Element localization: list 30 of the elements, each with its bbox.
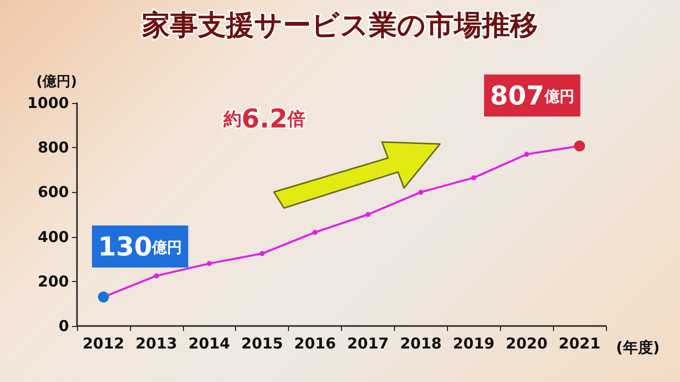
x-tick-label: 2016 bbox=[294, 334, 336, 352]
y-tick-label: 200 bbox=[38, 272, 69, 290]
point bbox=[260, 251, 265, 256]
data-label: 807億円 bbox=[490, 82, 574, 112]
point bbox=[206, 261, 212, 266]
x-tick-label: 2018 bbox=[400, 334, 442, 352]
x-tick-label: 2021 bbox=[558, 334, 600, 352]
x-tick-label: 2017 bbox=[347, 334, 389, 352]
x-tick-label: 2013 bbox=[135, 334, 178, 352]
y-tick-label: 1000 bbox=[27, 94, 69, 112]
x-tick-label: 2012 bbox=[82, 334, 124, 352]
x-tick-label: 2020 bbox=[506, 334, 548, 352]
y-axis-title: (億円) bbox=[36, 73, 77, 90]
annotation: 約6.2倍 bbox=[222, 104, 306, 134]
y-tick-label: 800 bbox=[38, 138, 69, 157]
point bbox=[524, 152, 530, 157]
x-axis-title: (年度) bbox=[616, 338, 660, 356]
x-tick-label: 2019 bbox=[452, 334, 495, 352]
point bbox=[312, 230, 318, 235]
point bbox=[154, 273, 159, 278]
x-tick-label: 2015 bbox=[241, 334, 284, 352]
data-label: 130億円 bbox=[98, 232, 182, 263]
y-tick-label: 0 bbox=[58, 317, 69, 335]
point bbox=[365, 212, 370, 217]
x-tick-label: 2014 bbox=[188, 334, 230, 352]
point bbox=[471, 175, 476, 180]
y-tick-label: 400 bbox=[38, 228, 69, 246]
y-tick-label: 600 bbox=[38, 183, 69, 202]
chart-title: 家事支援サービス業の市場推移 bbox=[141, 8, 538, 42]
point bbox=[418, 190, 424, 195]
